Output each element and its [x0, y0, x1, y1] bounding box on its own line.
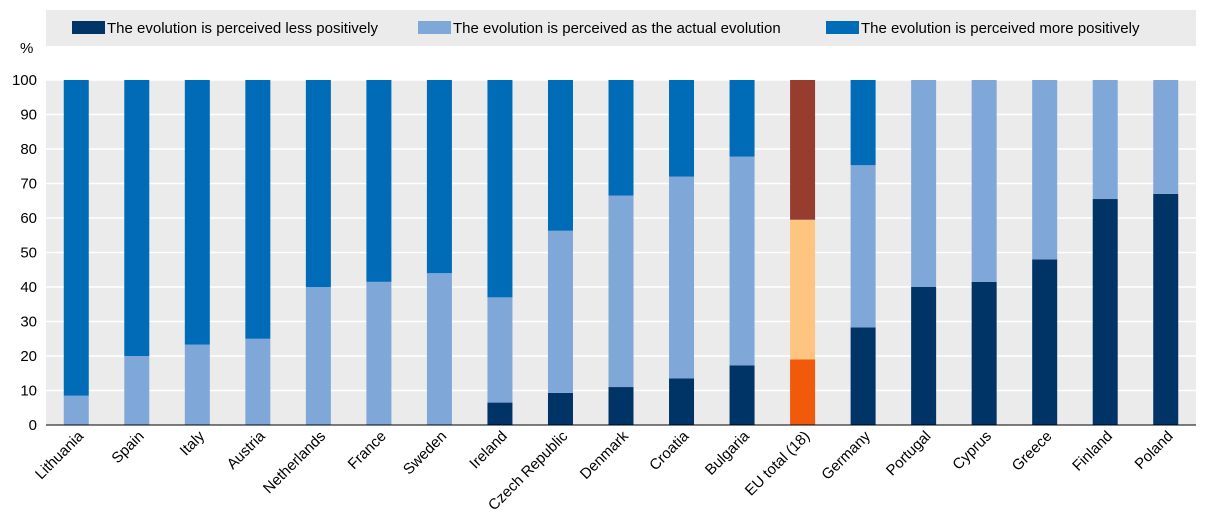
bar-segment [1092, 199, 1118, 425]
y-tick-label: 0 [29, 417, 37, 434]
x-tick-label: Croatia [646, 427, 693, 474]
x-tick-label: Finland [1069, 428, 1116, 475]
bar-segment [608, 80, 634, 196]
bar-segment [124, 356, 150, 425]
bar-segment [63, 395, 89, 425]
bar-segment [790, 80, 816, 220]
x-tick-label: Cyprus [949, 428, 995, 474]
bar-segment [669, 176, 695, 379]
x-tick-label: EU total (18) [742, 428, 814, 500]
legend-swatch-less-positive [72, 21, 105, 34]
bar-segment [911, 287, 937, 425]
bar-segment [305, 287, 331, 425]
bar-segment [669, 378, 695, 425]
bar-segment [729, 80, 755, 157]
y-tick-label: 50 [20, 245, 37, 262]
x-tick-label: France [345, 428, 390, 473]
bar-segment [1092, 80, 1118, 200]
bar-segment [124, 80, 150, 356]
x-tick-label: Ireland [466, 428, 510, 472]
y-tick-label: 30 [20, 314, 37, 331]
x-tick-label: Poland [1132, 428, 1177, 473]
legend-item-actual: The evolution is perceived as the actual… [418, 20, 781, 37]
x-tick-label: Bulgaria [702, 427, 753, 478]
bar-segment [184, 344, 210, 425]
bar-segment [487, 402, 513, 425]
bar-segment [608, 387, 634, 425]
x-tick-label: Denmark [577, 427, 632, 482]
x-tick-label: Austria [224, 427, 269, 472]
bar-segment [669, 80, 695, 177]
bar-segment [547, 230, 573, 393]
bar-segment [366, 80, 392, 282]
bar-segment [1153, 193, 1179, 425]
bar-segment [245, 80, 271, 339]
x-tick-label: Portugal [883, 428, 935, 480]
bar-segment [608, 195, 634, 388]
bar-segment [911, 80, 937, 287]
bar-segment [971, 281, 997, 425]
legend-swatch-more-positive [826, 21, 859, 34]
bar-segment [245, 338, 271, 425]
y-tick-label: 40 [20, 279, 37, 296]
bar-segment [790, 219, 816, 360]
bar-segment [1153, 80, 1179, 194]
legend-label-more-positive: The evolution is perceived more positive… [861, 20, 1140, 37]
bar-segment [971, 80, 997, 282]
bar-segment [547, 392, 573, 425]
bar-segment [547, 80, 573, 231]
bar-segment [63, 80, 89, 396]
y-tick-label: 60 [20, 210, 37, 227]
legend-item-more-positive: The evolution is perceived more positive… [826, 20, 1140, 37]
y-axis-unit-label: % [20, 40, 33, 57]
bar-segment [850, 165, 876, 328]
bars [63, 80, 1179, 425]
x-tick-label: Lithuania [32, 427, 88, 483]
bar-segment [305, 80, 331, 287]
bar-segment [1032, 259, 1058, 425]
legend: The evolution is perceived less positive… [46, 10, 1196, 46]
bar-segment [487, 80, 513, 298]
bar-segment [366, 281, 392, 425]
x-tick-label: Spain [108, 428, 147, 467]
legend-label-actual: The evolution is perceived as the actual… [453, 20, 781, 37]
y-tick-label: 100 [12, 72, 37, 89]
y-tick-label: 20 [20, 348, 37, 365]
bar-segment [850, 327, 876, 425]
y-axis-ticks: 0 10 20 30 40 50 60 70 80 90 100 [12, 72, 37, 434]
legend-swatch-actual [418, 21, 451, 34]
bar-segment [426, 273, 452, 425]
bar-segment [729, 365, 755, 425]
x-tick-label: Italy [177, 427, 209, 459]
bar-segment [729, 156, 755, 366]
bar-segment [1032, 80, 1058, 260]
bar-segment [850, 80, 876, 166]
y-tick-label: 70 [20, 176, 37, 193]
legend-item-less-positive: The evolution is perceived less positive… [72, 20, 378, 37]
bar-segment [790, 359, 816, 425]
legend-label-less-positive: The evolution is perceived less positive… [107, 20, 378, 37]
y-tick-label: 80 [20, 141, 37, 158]
x-tick-label: Germany [818, 427, 874, 483]
y-tick-label: 10 [20, 383, 37, 400]
y-tick-label: 90 [20, 107, 37, 124]
x-tick-label: Netherlands [260, 428, 329, 497]
bar-segment [426, 80, 452, 274]
bar-segment [487, 297, 513, 403]
bar-segment [184, 80, 210, 345]
legend-background [46, 10, 1196, 46]
x-tick-label: Greece [1009, 428, 1056, 475]
x-tick-label: Sweden [400, 428, 450, 478]
